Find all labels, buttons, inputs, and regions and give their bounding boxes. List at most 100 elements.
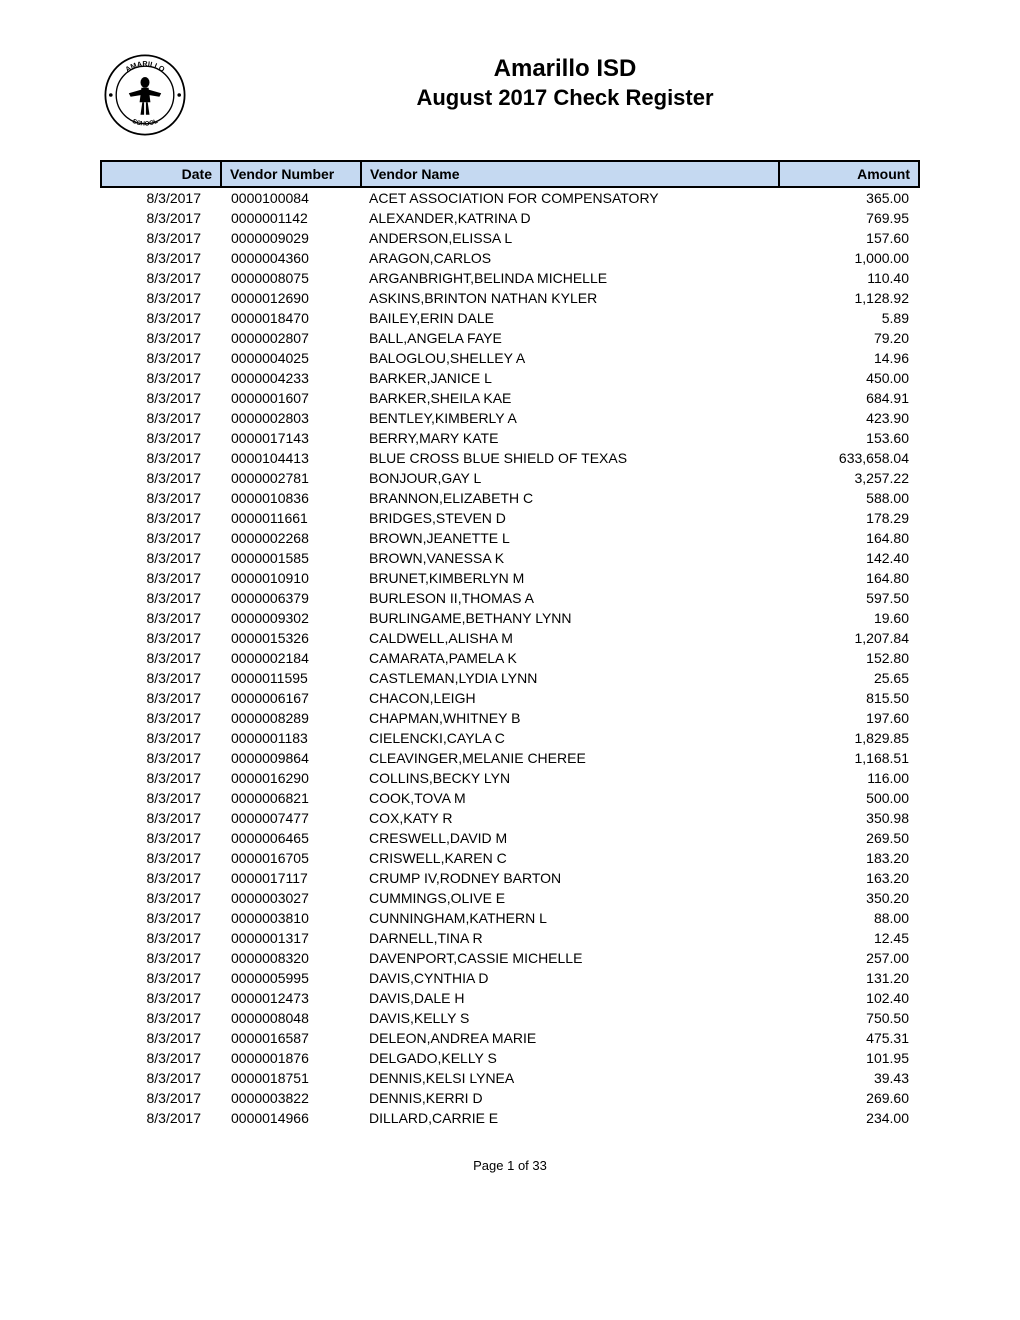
cell-date: 8/3/2017 [101,708,221,728]
cell-amount: 153.60 [779,428,919,448]
cell-amount: 14.96 [779,348,919,368]
cell-date: 8/3/2017 [101,448,221,468]
cell-vendor-number: 0000017117 [221,868,361,888]
cell-vendor-number: 0000012473 [221,988,361,1008]
cell-date: 8/3/2017 [101,248,221,268]
cell-amount: 39.43 [779,1068,919,1088]
cell-vendor-name: DELGADO,KELLY S [361,1048,779,1068]
cell-date: 8/3/2017 [101,668,221,688]
cell-vendor-number: 0000008289 [221,708,361,728]
cell-amount: 769.95 [779,208,919,228]
cell-date: 8/3/2017 [101,748,221,768]
cell-amount: 475.31 [779,1028,919,1048]
cell-amount: 234.00 [779,1108,919,1128]
table-row: 8/3/20170000015326CALDWELL,ALISHA M1,207… [101,628,919,648]
cell-date: 8/3/2017 [101,948,221,968]
cell-amount: 116.00 [779,768,919,788]
column-header-vendor-name: Vendor Name [361,161,779,187]
cell-vendor-name: BROWN,VANESSA K [361,548,779,568]
cell-vendor-name: DAVIS,KELLY S [361,1008,779,1028]
cell-vendor-name: BALOGLOU,SHELLEY A [361,348,779,368]
table-row: 8/3/20170000004233BARKER,JANICE L450.00 [101,368,919,388]
cell-date: 8/3/2017 [101,508,221,528]
cell-date: 8/3/2017 [101,368,221,388]
table-row: 8/3/20170000010836BRANNON,ELIZABETH C588… [101,488,919,508]
cell-vendor-number: 0000004025 [221,348,361,368]
cell-date: 8/3/2017 [101,187,221,208]
cell-amount: 633,658.04 [779,448,919,468]
cell-vendor-number: 0000011661 [221,508,361,528]
table-row: 8/3/20170000005995DAVIS,CYNTHIA D131.20 [101,968,919,988]
cell-vendor-number: 0000001317 [221,928,361,948]
cell-amount: 350.98 [779,808,919,828]
cell-date: 8/3/2017 [101,608,221,628]
cell-amount: 178.29 [779,508,919,528]
cell-vendor-number: 0000016587 [221,1028,361,1048]
cell-vendor-number: 0000010910 [221,568,361,588]
cell-vendor-number: 0000104413 [221,448,361,468]
cell-amount: 597.50 [779,588,919,608]
cell-date: 8/3/2017 [101,908,221,928]
cell-date: 8/3/2017 [101,1108,221,1128]
cell-vendor-name: BROWN,JEANETTE L [361,528,779,548]
cell-vendor-name: BERRY,MARY KATE [361,428,779,448]
cell-vendor-number: 0000008320 [221,948,361,968]
cell-date: 8/3/2017 [101,648,221,668]
cell-date: 8/3/2017 [101,388,221,408]
table-row: 8/3/20170000011595CASTLEMAN,LYDIA LYNN25… [101,668,919,688]
cell-amount: 750.50 [779,1008,919,1028]
table-row: 8/3/20170000006379BURLESON II,THOMAS A59… [101,588,919,608]
table-row: 8/3/20170000012690ASKINS,BRINTON NATHAN … [101,288,919,308]
cell-vendor-name: ANDERSON,ELISSA L [361,228,779,248]
cell-vendor-name: CASTLEMAN,LYDIA LYNN [361,668,779,688]
cell-vendor-name: DARNELL,TINA R [361,928,779,948]
cell-vendor-number: 0000004233 [221,368,361,388]
table-row: 8/3/20170000009029ANDERSON,ELISSA L157.6… [101,228,919,248]
cell-vendor-number: 0000006465 [221,828,361,848]
cell-vendor-name: BRIDGES,STEVEN D [361,508,779,528]
cell-vendor-name: BENTLEY,KIMBERLY A [361,408,779,428]
cell-amount: 157.60 [779,228,919,248]
cell-vendor-number: 0000002781 [221,468,361,488]
cell-date: 8/3/2017 [101,288,221,308]
cell-vendor-number: 0000012690 [221,288,361,308]
cell-amount: 500.00 [779,788,919,808]
table-row: 8/3/20170000008320DAVENPORT,CASSIE MICHE… [101,948,919,968]
cell-amount: 1,168.51 [779,748,919,768]
cell-date: 8/3/2017 [101,868,221,888]
cell-vendor-name: DILLARD,CARRIE E [361,1108,779,1128]
cell-date: 8/3/2017 [101,488,221,508]
table-row: 8/3/20170000009864CLEAVINGER,MELANIE CHE… [101,748,919,768]
cell-vendor-name: DENNIS,KELSI LYNEA [361,1068,779,1088]
cell-vendor-name: CRESWELL,DAVID M [361,828,779,848]
cell-amount: 19.60 [779,608,919,628]
table-row: 8/3/20170000004025BALOGLOU,SHELLEY A14.9… [101,348,919,368]
cell-vendor-number: 0000001585 [221,548,361,568]
table-row: 8/3/20170000018751DENNIS,KELSI LYNEA39.4… [101,1068,919,1088]
cell-vendor-number: 0000009029 [221,228,361,248]
table-row: 8/3/20170000001183CIELENCKI,CAYLA C1,829… [101,728,919,748]
cell-vendor-name: ALEXANDER,KATRINA D [361,208,779,228]
cell-date: 8/3/2017 [101,968,221,988]
cell-vendor-name: COX,KATY R [361,808,779,828]
table-row: 8/3/20170000014966DILLARD,CARRIE E234.00 [101,1108,919,1128]
page-footer: Page 1 of 33 [100,1158,920,1173]
cell-vendor-number: 0000006821 [221,788,361,808]
cell-vendor-number: 0000001183 [221,728,361,748]
table-row: 8/3/20170000017143BERRY,MARY KATE153.60 [101,428,919,448]
cell-vendor-name: DELEON,ANDREA MARIE [361,1028,779,1048]
cell-date: 8/3/2017 [101,988,221,1008]
cell-vendor-number: 0000002268 [221,528,361,548]
table-row: 8/3/20170000001876DELGADO,KELLY S101.95 [101,1048,919,1068]
cell-vendor-number: 0000009864 [221,748,361,768]
cell-vendor-name: CRISWELL,KAREN C [361,848,779,868]
cell-amount: 183.20 [779,848,919,868]
cell-amount: 3,257.22 [779,468,919,488]
header-row: AMARILLO SCHOOL Amarillo ISD August 2017… [100,50,920,140]
table-row: 8/3/20170000008075ARGANBRIGHT,BELINDA MI… [101,268,919,288]
table-row: 8/3/20170000008289CHAPMAN,WHITNEY B197.6… [101,708,919,728]
cell-vendor-name: BRUNET,KIMBERLYN M [361,568,779,588]
cell-date: 8/3/2017 [101,1048,221,1068]
cell-date: 8/3/2017 [101,1068,221,1088]
table-row: 8/3/20170000011661BRIDGES,STEVEN D178.29 [101,508,919,528]
